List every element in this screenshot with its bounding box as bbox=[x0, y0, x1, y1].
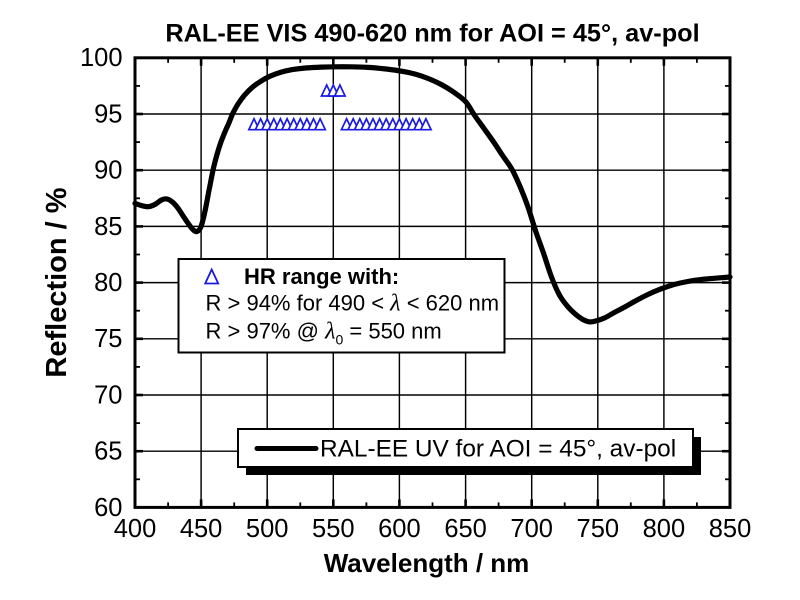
svg-text:RAL-EE UV for AOI = 45°, av-po: RAL-EE UV for AOI = 45°, av-pol bbox=[320, 436, 676, 463]
svg-text:500: 500 bbox=[246, 515, 289, 543]
svg-text:400: 400 bbox=[114, 515, 157, 543]
svg-text:450: 450 bbox=[180, 515, 223, 543]
svg-text:60: 60 bbox=[94, 494, 122, 522]
svg-text:R > 94% for 490 < λ < 620 nm: R > 94% for 490 < λ < 620 nm bbox=[206, 291, 500, 317]
svg-text:100: 100 bbox=[80, 44, 123, 72]
svg-text:HR range with:: HR range with: bbox=[244, 264, 399, 289]
svg-text:Wavelength / nm: Wavelength / nm bbox=[324, 548, 530, 578]
svg-text:R > 97% @ λ0 = 550 nm: R > 97% @ λ0 = 550 nm bbox=[206, 319, 442, 348]
svg-text:650: 650 bbox=[444, 515, 487, 543]
svg-text:90: 90 bbox=[94, 157, 122, 185]
svg-text:850: 850 bbox=[709, 515, 752, 543]
svg-text:800: 800 bbox=[643, 515, 686, 543]
svg-text:Reflection / %: Reflection / % bbox=[41, 187, 73, 377]
svg-text:65: 65 bbox=[94, 438, 122, 466]
svg-text:85: 85 bbox=[94, 213, 122, 241]
svg-text:750: 750 bbox=[577, 515, 620, 543]
svg-text:550: 550 bbox=[312, 515, 355, 543]
svg-text:700: 700 bbox=[510, 515, 553, 543]
svg-text:75: 75 bbox=[94, 325, 122, 353]
svg-text:600: 600 bbox=[378, 515, 421, 543]
svg-text:95: 95 bbox=[94, 100, 122, 128]
svg-text:RAL-EE VIS 490-620 nm for AOI: RAL-EE VIS 490-620 nm for AOI = 45°, av-… bbox=[165, 20, 699, 48]
svg-text:70: 70 bbox=[94, 381, 122, 409]
svg-text:80: 80 bbox=[94, 269, 122, 297]
